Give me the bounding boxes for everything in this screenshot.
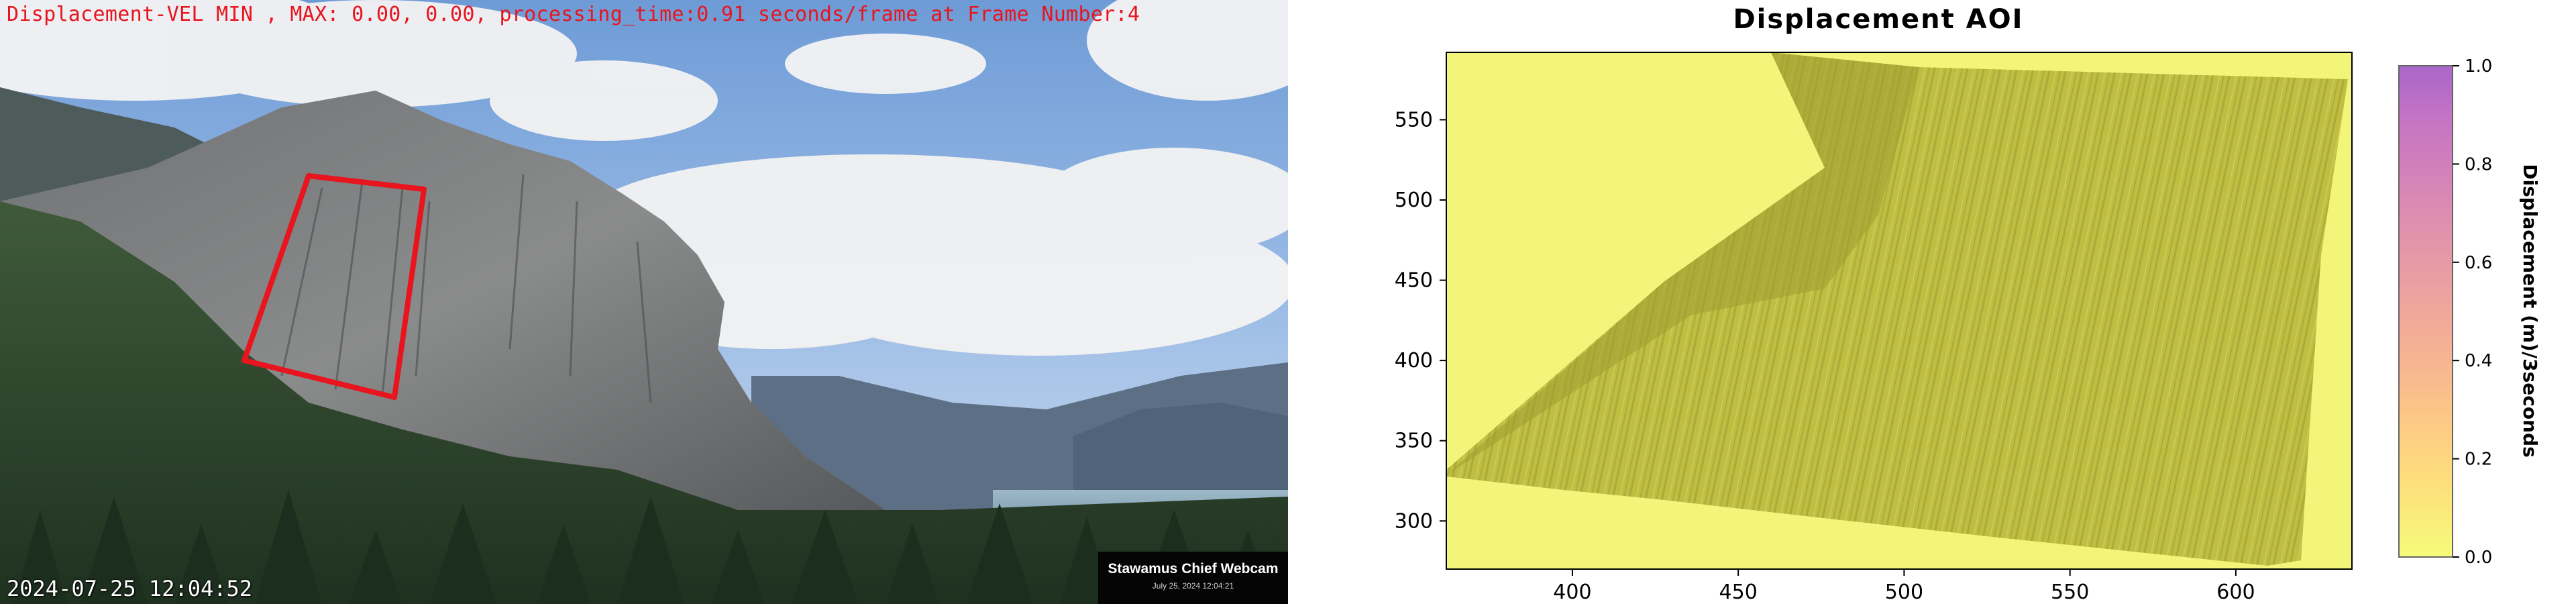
x-tick-label: 550	[2051, 581, 2089, 604]
webcam-badge: Stawamus Chief Webcam July 25, 2024 12:0…	[1098, 552, 1288, 604]
colorbar-tick-label: 1.0	[2465, 56, 2492, 77]
y-tick-label: 450	[1395, 269, 1433, 293]
mountain-scene	[0, 0, 1288, 604]
colorbar-tick-label: 0.6	[2465, 253, 2492, 273]
y-tick-label: 400	[1395, 349, 1433, 372]
webcam-date: July 25, 2024 12:04:21	[1152, 581, 1234, 591]
y-axis-ticks: 300 350 400 450 500 550	[1395, 108, 1446, 533]
colorbar-ticks: 0.0 0.2 0.4 0.6 0.8 1.0	[2453, 56, 2492, 568]
y-tick-label: 300	[1395, 509, 1433, 533]
y-tick-label: 550	[1395, 108, 1433, 132]
y-tick-label: 350	[1395, 430, 1433, 453]
x-tick-label: 600	[2216, 581, 2255, 604]
colorbar-tick-label: 0.0	[2465, 548, 2492, 568]
frame-timestamp: 2024-07-25 12:04:52	[7, 576, 253, 601]
x-tick-label: 500	[1885, 581, 1923, 604]
x-axis-ticks: 400 450 500 550 600	[1553, 569, 2255, 604]
plot-title: Displacement AOI	[1733, 4, 2024, 35]
colorbar-label: Displacement (m)/3seconds	[2519, 164, 2541, 457]
colorbar-tick-label: 0.4	[2465, 351, 2492, 371]
y-tick-label: 500	[1395, 189, 1433, 212]
displacement-plot: Displacement AOI	[1288, 0, 2576, 604]
warped-aoi-image	[1446, 52, 2348, 566]
x-tick-label: 400	[1553, 581, 1591, 604]
colorbar-tick-label: 0.2	[2465, 450, 2492, 470]
clouds	[0, 0, 1288, 356]
processing-status-text: Displacement-VEL MIN , MAX: 0.00, 0.00, …	[7, 3, 1140, 26]
x-tick-label: 450	[1719, 581, 1758, 604]
colorbar-tick-label: 0.8	[2465, 154, 2492, 174]
colorbar	[2398, 65, 2453, 558]
aoi-polygon	[241, 173, 427, 400]
webcam-name: Stawamus Chief Webcam	[1108, 561, 1279, 576]
webcam-frame: Displacement-VEL MIN , MAX: 0.00, 0.00, …	[0, 0, 1288, 604]
